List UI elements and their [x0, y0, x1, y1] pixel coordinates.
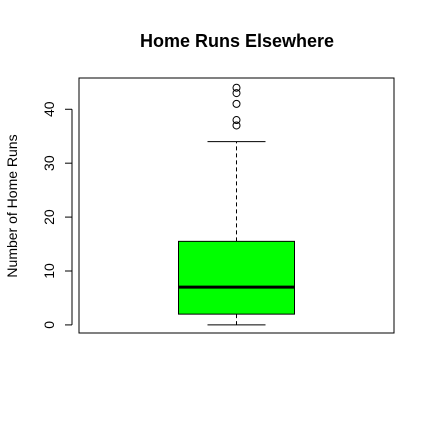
outlier-point	[232, 89, 241, 98]
outlier-point	[232, 116, 241, 125]
y-axis-label: Number of Home Runs	[4, 134, 20, 277]
y-tick-label: 20	[41, 209, 57, 225]
outlier-point	[232, 99, 241, 108]
y-tick-label: 40	[41, 101, 57, 117]
outlier-point	[232, 121, 241, 130]
y-tick-label: 0	[41, 321, 57, 329]
outlier-points	[232, 83, 241, 130]
outlier-point	[232, 83, 241, 92]
y-tick-label: 30	[41, 155, 57, 171]
iqr-box	[178, 240, 295, 315]
box-and-whisker	[178, 141, 295, 326]
y-axis: 0 10 20 30 40	[41, 101, 73, 329]
chart-title: Home Runs Elsewhere	[140, 31, 334, 51]
plot-frame	[78, 77, 395, 334]
y-tick-label: 10	[41, 263, 57, 279]
